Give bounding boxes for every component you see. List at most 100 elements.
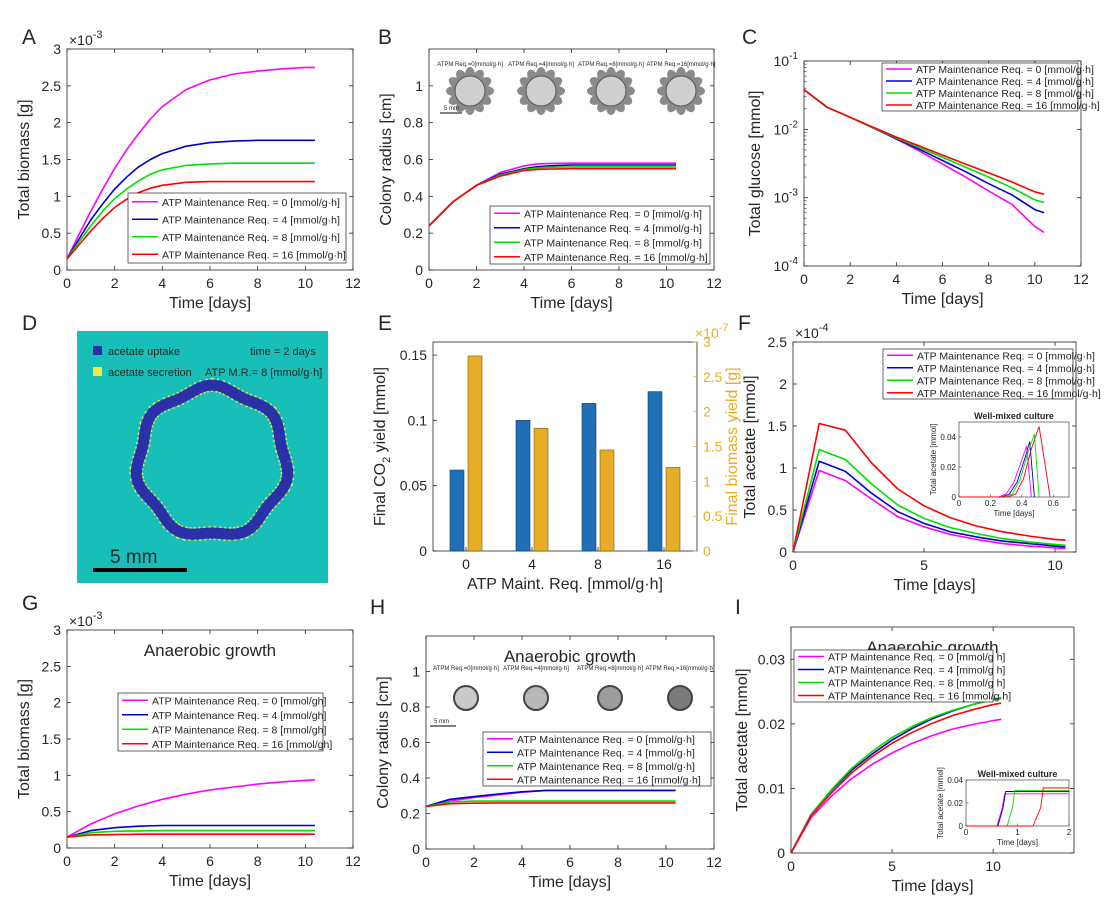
legend-entry: ATP Maintenance Req. = 0 [mmol/g·h] <box>916 64 1094 76</box>
legend-entry: ATP Maintenance Req. = 8 [mmol/gh] <box>152 724 326 736</box>
x-tick-label: 4 <box>518 854 526 870</box>
series-line <box>790 718 1002 854</box>
panel-label: A <box>22 26 36 49</box>
legend-entry: ATP Maintenance Req. = 4 [mmol/g·h] <box>517 747 695 759</box>
legend-entry: ATP Maintenance Req. = 4 [mmol/g·h] <box>162 214 340 226</box>
legend-entry: acetate secretion <box>108 367 192 379</box>
colony-thumbnail <box>667 685 693 711</box>
atp-label: ATP M.R.= 8 [mmol/g·h] <box>205 367 322 379</box>
legend-entry: ATP Maintenance Req. = 4 [mmol/g h] <box>828 665 1005 677</box>
y-axis-label: Total biomass [g] <box>16 99 33 219</box>
y-tick-label: 0.5 <box>42 225 62 241</box>
legend-box <box>882 348 1074 400</box>
y-exponent-power: -3 <box>93 29 103 41</box>
x-axis-label: Time [days] <box>529 874 611 891</box>
y-tick-label: 1.5 <box>42 731 62 747</box>
inset-y-label: Total acetate [mmol] <box>936 767 945 839</box>
y-tick-label: 0.2 <box>404 225 424 241</box>
panel-e-axes: 0 0.05 0.1 0.15 0 0.5 1 1.5 2 2.5 3 0 4 8 16 ATP Maint.… <box>372 322 741 593</box>
colony-thumbnail <box>595 75 627 107</box>
legend-entry: ATP Maintenance Req. = 0 [mmol/g·h] <box>517 734 695 746</box>
legend: ATP Maintenance Req. = 0 [mmol/g·h]ATP M… <box>482 731 712 787</box>
y-tick-label: 2 <box>53 695 61 711</box>
colony-thumbnail <box>454 75 486 107</box>
y-axis-label: Final CO2 yield [mmol] <box>372 367 393 526</box>
y-tick-label: 0 <box>777 845 785 861</box>
series-line <box>792 422 1066 553</box>
inset-x-tick-label: 0.2 <box>985 499 997 508</box>
legend-entry: ATP Maintenance Req. = 16 [mmol/g·h] <box>917 388 1101 400</box>
y-tick-label: 1.5 <box>768 418 788 434</box>
x-tick-label: 10 <box>985 858 1001 874</box>
y-exponent-base: ×10 <box>795 325 819 341</box>
inset-title: Well-mixed culture <box>974 411 1054 421</box>
legend-entry: acetate uptake <box>108 346 180 358</box>
panel-label: I <box>735 596 741 619</box>
y-tick-label: 0.8 <box>401 699 421 715</box>
legend-entry: ATP Maintenance Req. = 4 [mmol/gh] <box>152 710 326 722</box>
colony-thumbnail <box>597 685 623 711</box>
y-exponent: ×10-4 <box>795 322 829 341</box>
series-line <box>425 789 676 808</box>
y-tick-label: 0.4 <box>401 770 421 786</box>
y-tick-label: 2 <box>53 115 61 131</box>
thumbnail-label: ATPM Req.=4[mmol/g·h] <box>508 62 574 68</box>
series-line <box>66 139 315 260</box>
thumbnail-label: ATPM Req.=16[mmol/g·h] <box>646 62 715 68</box>
series-line <box>66 162 315 260</box>
legend-entry: ATP Maintenance Req. = 0 [mmol/g·h] <box>162 197 340 209</box>
legend-entry: ATP Maintenance Req. = 8 [mmol/g·h] <box>524 237 702 249</box>
y-tick-label: 0 <box>415 262 423 278</box>
y-tick-label: 0.5 <box>42 804 62 820</box>
y-tick-label: 2.5 <box>768 334 788 350</box>
y-tick-label: 10-1 <box>774 51 799 69</box>
x-tick-label: 8 <box>254 275 262 291</box>
inset-series-line <box>966 787 1069 827</box>
y-axis-label: Total glucose [mmol] <box>747 91 764 237</box>
x-tick-label: 2 <box>846 271 854 287</box>
x-tick-label: 2 <box>473 275 481 291</box>
inset-x-label: Time [days] <box>997 838 1038 847</box>
x-tick-label: 0 <box>787 858 795 874</box>
bar-biomass-yield <box>599 449 615 552</box>
legend-swatch <box>93 346 102 355</box>
scale-bar-label: 5 mm <box>444 106 459 112</box>
panel-b-axes: 0 2 4 6 8 10 12 0 0.2 0.4 0.6 0.8 1 Time [days] Colony… <box>378 48 722 312</box>
x-tick-label: 8 <box>254 853 262 869</box>
y-tick-label: 0.2 <box>401 806 421 822</box>
x-tick-label: 2 <box>111 853 119 869</box>
inset-y-tick-label: 0.04 <box>940 433 956 442</box>
y-axis-label: Total acetate [mmol] <box>734 668 751 811</box>
y-tick-exponent: -1 <box>789 51 798 62</box>
panel-h-axes: 0 2 4 6 8 10 12 0 0.2 0.4 0.6 0.8 1 Time [days] Colony… <box>375 635 722 891</box>
y-tick-label: 0.5 <box>768 502 788 518</box>
scale-bar-label: 5 mm <box>110 547 158 568</box>
x-tick-label: 12 <box>1073 271 1089 287</box>
y-tick-exponent: -3 <box>789 188 798 199</box>
inset-series-line <box>959 426 1051 498</box>
series-line <box>792 469 1066 553</box>
legend-box <box>117 692 324 752</box>
bar-co2-yield <box>449 469 465 552</box>
legend-entry: ATP Maintenance Req. = 0 [mmol/g h] <box>828 652 1005 664</box>
y-tick-base: 10 <box>774 53 790 69</box>
legend-entry: ATP Maintenance Req. = 16 [mmol/g·h] <box>524 252 708 264</box>
y-tick-label: 2 <box>779 376 787 392</box>
y-exponent-power: -4 <box>819 322 829 334</box>
x-axis-label: Time [days] <box>169 873 251 890</box>
legend-box <box>881 62 1079 112</box>
legend: ATP Maintenance Req. = 0 [mmol/g h]ATP M… <box>793 649 1011 703</box>
legend-entry: ATP Maintenance Req. = 8 [mmol/g h] <box>828 678 1005 690</box>
x-tick-label: 8 <box>615 275 623 291</box>
chart-title: Anaerobic growth <box>144 641 276 660</box>
y-right-tick-label: 3 <box>703 334 711 350</box>
x-tick-label: 8 <box>985 271 993 287</box>
inset-y-tick-label: 0 <box>959 822 964 831</box>
inset-frame <box>958 421 1070 498</box>
y-tick-label: 1 <box>779 460 787 476</box>
legend-box <box>127 192 347 264</box>
y-tick-label: 10-2 <box>774 119 799 137</box>
y-tick-label: 0 <box>412 841 420 857</box>
legend-entry: ATP Maintenance Req. = 16 [mmol/g·h] <box>162 249 346 261</box>
legend-entry: ATP Maintenance Req. = 16 [mmol/g h] <box>828 691 1011 703</box>
